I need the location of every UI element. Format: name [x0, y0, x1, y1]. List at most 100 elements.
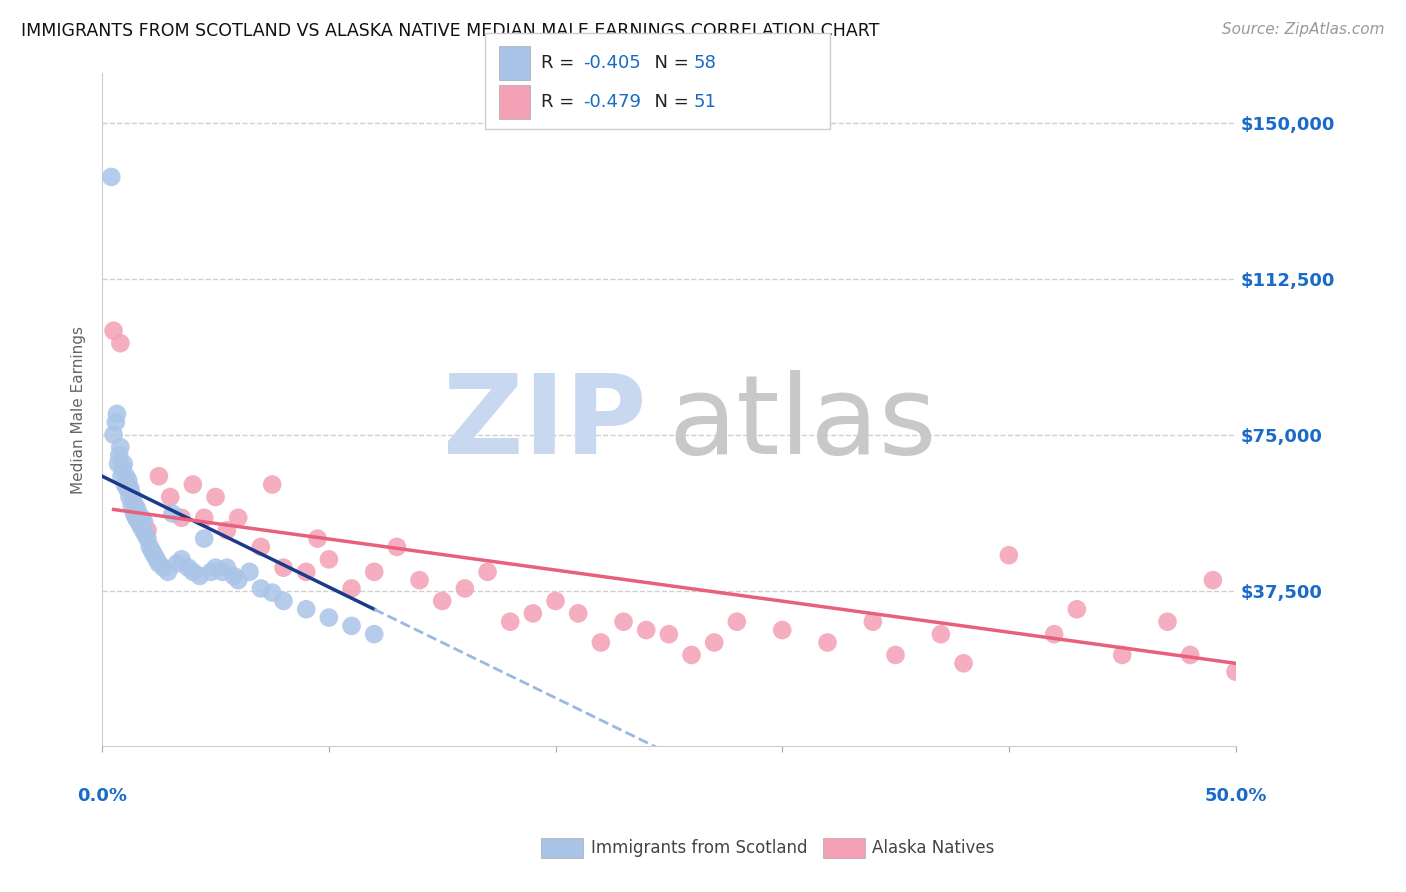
Point: [340, 582, 363, 596]
Point: [1202, 573, 1225, 587]
Point: [703, 635, 725, 649]
Point: [114, 477, 136, 491]
Point: [1066, 602, 1088, 616]
Point: [204, 490, 226, 504]
Point: [385, 540, 408, 554]
Point: [250, 582, 273, 596]
Point: [226, 573, 249, 587]
Point: [929, 627, 952, 641]
Point: [477, 565, 499, 579]
Point: [136, 523, 159, 537]
Point: [110, 469, 132, 483]
Point: [125, 510, 148, 524]
Point: [177, 560, 200, 574]
Point: [156, 565, 179, 579]
Point: [998, 548, 1021, 562]
Point: [1180, 648, 1202, 662]
Point: [567, 607, 589, 621]
Point: [139, 540, 162, 554]
Point: [215, 523, 238, 537]
Point: [363, 627, 385, 641]
Point: [238, 565, 260, 579]
Point: [118, 490, 141, 504]
Point: [103, 324, 125, 338]
Point: [340, 619, 363, 633]
Point: [307, 532, 329, 546]
Point: [159, 490, 181, 504]
Point: [636, 623, 658, 637]
Point: [318, 552, 340, 566]
Y-axis label: Median Male Earnings: Median Male Earnings: [72, 326, 86, 493]
Point: [204, 560, 226, 574]
Point: [188, 569, 211, 583]
Point: [107, 457, 129, 471]
Point: [454, 582, 477, 596]
Point: [273, 594, 295, 608]
Text: Immigrants from Scotland: Immigrants from Scotland: [591, 839, 807, 857]
Point: [262, 477, 284, 491]
Point: [318, 610, 340, 624]
Text: N =: N =: [643, 54, 695, 72]
Point: [408, 573, 430, 587]
Point: [152, 560, 174, 574]
Point: [118, 482, 141, 496]
Point: [273, 560, 295, 574]
Point: [544, 594, 567, 608]
Point: [125, 510, 148, 524]
Text: 50.0%: 50.0%: [1205, 787, 1267, 805]
Point: [170, 510, 193, 524]
Text: -0.479: -0.479: [583, 93, 641, 111]
Point: [363, 565, 385, 579]
Point: [200, 565, 222, 579]
Point: [432, 594, 454, 608]
Point: [148, 469, 170, 483]
Point: [170, 552, 193, 566]
Point: [110, 336, 132, 351]
Point: [211, 565, 233, 579]
Point: [250, 540, 273, 554]
Point: [100, 169, 122, 184]
Point: [499, 615, 522, 629]
Point: [295, 602, 318, 616]
Text: IMMIGRANTS FROM SCOTLAND VS ALASKA NATIVE MEDIAN MALE EARNINGS CORRELATION CHART: IMMIGRANTS FROM SCOTLAND VS ALASKA NATIV…: [21, 22, 880, 40]
Point: [131, 510, 153, 524]
Text: -0.405: -0.405: [583, 54, 641, 72]
Point: [193, 510, 215, 524]
Point: [145, 552, 167, 566]
Text: 58: 58: [693, 54, 716, 72]
Point: [122, 507, 145, 521]
Point: [1043, 627, 1066, 641]
Point: [134, 527, 156, 541]
Point: [226, 510, 249, 524]
Text: N =: N =: [643, 93, 695, 111]
Point: [181, 565, 204, 579]
Point: [295, 565, 318, 579]
Point: [612, 615, 634, 629]
Point: [141, 544, 163, 558]
Text: 51: 51: [693, 93, 716, 111]
Point: [117, 474, 139, 488]
Point: [132, 523, 155, 537]
Point: [110, 440, 132, 454]
Point: [658, 627, 681, 641]
Point: [105, 407, 128, 421]
Text: R =: R =: [541, 54, 581, 72]
Text: R =: R =: [541, 93, 581, 111]
Point: [589, 635, 612, 649]
Point: [862, 615, 884, 629]
Point: [181, 477, 204, 491]
Point: [522, 607, 544, 621]
Point: [127, 515, 149, 529]
Point: [115, 469, 138, 483]
Text: Alaska Natives: Alaska Natives: [872, 839, 994, 857]
Point: [952, 657, 974, 671]
Point: [104, 415, 127, 429]
Point: [193, 532, 215, 546]
Point: [162, 507, 184, 521]
Point: [112, 457, 135, 471]
Point: [148, 557, 170, 571]
Text: atlas: atlas: [669, 369, 938, 476]
Point: [115, 482, 138, 496]
Point: [124, 499, 146, 513]
Point: [262, 585, 284, 599]
